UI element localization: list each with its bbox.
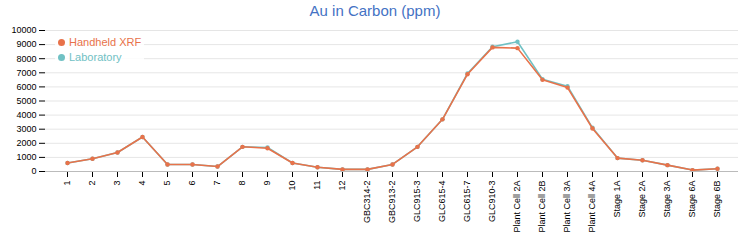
svg-text:7000: 7000 [16, 68, 36, 78]
svg-text:Plant Cell 3A: Plant Cell 3A [562, 181, 572, 233]
svg-text:GBC913-2: GBC913-2 [387, 181, 397, 224]
svg-text:GLC910-3: GLC910-3 [487, 181, 497, 223]
svg-text:3: 3 [112, 181, 122, 186]
svg-text:Plant Cell 2B: Plant Cell 2B [537, 181, 547, 233]
svg-text:1000: 1000 [16, 152, 36, 162]
svg-text:GLC615-7: GLC615-7 [462, 181, 472, 223]
svg-text:12: 12 [337, 181, 347, 191]
svg-text:Stage 3A: Stage 3A [662, 181, 672, 218]
svg-text:Stage 6B: Stage 6B [712, 181, 722, 218]
svg-text:10000: 10000 [11, 25, 36, 35]
svg-text:0: 0 [31, 166, 36, 176]
html-text:Laboratory: Laboratory [69, 51, 122, 63]
html-text:Handheld XRF: Handheld XRF [69, 36, 142, 48]
svg-text:8000: 8000 [16, 54, 36, 64]
html-text:Au in Carbon (ppm): Au in Carbon (ppm) [309, 2, 441, 19]
svg-text:Plant Cell 4A: Plant Cell 4A [587, 181, 597, 233]
svg-text:Stage 6A: Stage 6A [687, 181, 697, 218]
svg-text:4000: 4000 [16, 110, 36, 120]
svg-text:GLC915-3: GLC915-3 [412, 181, 422, 223]
svg-text:6: 6 [187, 181, 197, 186]
svg-text:2000: 2000 [16, 138, 36, 148]
svg-text:11: 11 [312, 181, 322, 190]
svg-text:6000: 6000 [16, 82, 36, 92]
svg-text:Plant Cell 2A: Plant Cell 2A [512, 181, 522, 233]
svg-text:7: 7 [212, 181, 222, 186]
svg-text:8: 8 [237, 181, 247, 186]
svg-text:1: 1 [62, 181, 72, 186]
svg-text:10: 10 [287, 181, 297, 191]
svg-text:Stage 1A: Stage 1A [612, 181, 622, 218]
svg-text:2: 2 [87, 181, 97, 186]
svg-text:Stage 2A: Stage 2A [637, 181, 647, 218]
svg-text:GLC615-4: GLC615-4 [437, 181, 447, 223]
svg-text:5: 5 [162, 181, 172, 186]
svg-text:9: 9 [262, 181, 272, 186]
svg-text:4: 4 [137, 181, 147, 186]
svg-text:GBC314-2: GBC314-2 [362, 181, 372, 224]
svg-text:3000: 3000 [16, 124, 36, 134]
svg-text:5000: 5000 [16, 96, 36, 106]
svg-text:9000: 9000 [16, 39, 36, 49]
